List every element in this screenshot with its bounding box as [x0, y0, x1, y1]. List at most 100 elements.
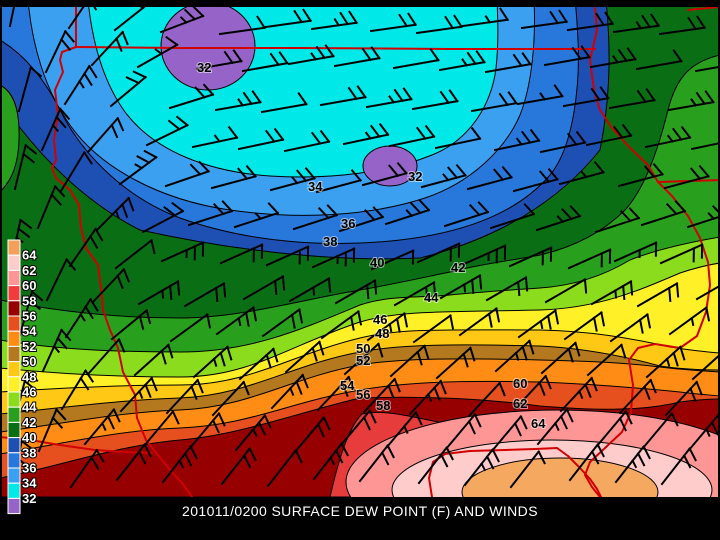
wind-barb-tick: [373, 279, 378, 295]
wind-barb-tick: [590, 376, 598, 392]
wind-barb-tick: [269, 52, 280, 67]
wind-barb-tick: [396, 161, 408, 175]
wind-barb-shaft: [536, 408, 569, 446]
wind-barb-shaft: [494, 339, 531, 373]
wind-barb-tick: [538, 381, 546, 397]
wind-barb-tick: [110, 123, 119, 139]
contour-label-38: 38: [323, 234, 337, 249]
wind-barb-tick: [310, 131, 322, 145]
wind-barb-tick: [679, 345, 686, 361]
wind-barb-shaft: [415, 25, 463, 35]
wind-barb-tick: [499, 7, 509, 22]
contour-label-52: 52: [356, 353, 370, 368]
wind-barb-tick: [644, 165, 656, 179]
wind-barb-tick: [290, 313, 296, 329]
wind-barb-shaft: [145, 123, 189, 147]
colorbar-swatch: [7, 376, 21, 393]
wind-barb-tick: [237, 316, 242, 327]
wind-barb-tick: [248, 447, 257, 462]
wind-barb-tick: [377, 342, 384, 358]
wind-barb-shaft: [458, 307, 498, 337]
wind-barb-tick: [163, 206, 177, 217]
wind-barb-tick: [378, 122, 390, 137]
wind-barb-tick: [232, 49, 243, 63]
wind-barb-shaft: [343, 342, 380, 376]
wind-barb-shaft: [686, 216, 718, 229]
wind-barb-tick: [215, 286, 219, 303]
wind-barb-tick: [524, 276, 529, 292]
wind-barb-tick: [272, 347, 279, 363]
wind-barb-tick: [56, 336, 68, 350]
wind-barb-tick: [521, 52, 532, 66]
wind-barb-tick: [696, 15, 706, 30]
wind-barb-tick: [294, 449, 303, 464]
contour-label-54: 54: [340, 378, 355, 393]
colorbar-label-40: 40: [22, 430, 36, 445]
contour-label-60: 60: [513, 376, 527, 391]
wind-barb-tick: [590, 87, 601, 102]
wind-barb-shaft: [484, 63, 532, 74]
contour-label-32: 32: [408, 169, 422, 184]
wind-barb-shaft: [462, 244, 507, 266]
wind-barb-shaft: [334, 279, 377, 305]
wind-barb-tick: [136, 155, 151, 164]
wind-barb-shaft: [461, 18, 509, 28]
wind-barb-tick: [449, 314, 455, 330]
wind-barb-tick: [52, 344, 61, 354]
wind-barb-tick: [167, 343, 174, 359]
wind-barb-shaft: [59, 151, 86, 193]
wind-barb-shaft: [664, 380, 699, 417]
wind-barb-shaft: [114, 238, 153, 270]
wind-barb-tick: [55, 115, 67, 129]
wind-barb-tick: [403, 424, 409, 434]
wind-barb-shaft: [40, 107, 62, 152]
wind-barb-tick: [357, 310, 363, 326]
wind-barb-tick: [444, 15, 455, 30]
wind-barb-tick: [20, 439, 34, 451]
wind-barb-tick: [89, 234, 99, 249]
wind-barb-tick: [593, 160, 605, 174]
wind-barb-tick: [621, 123, 633, 138]
colorbar-swatch: [7, 254, 21, 271]
wind-barb-shaft: [520, 20, 568, 30]
wind-barb-shaft: [95, 196, 131, 232]
wind-barb-shaft: [133, 343, 170, 377]
wind-barb-tick: [17, 227, 31, 239]
wind-barb-tick: [554, 421, 560, 431]
wind-barb-tick: [356, 85, 367, 99]
wind-barb-tick: [665, 357, 671, 367]
wind-barb-tick: [79, 376, 90, 391]
wind-barb-shaft: [168, 93, 215, 110]
wind-barb-tick: [150, 376, 158, 392]
wind-barb-shaft: [141, 209, 185, 234]
wind-barb-tick: [690, 167, 702, 181]
wind-barb-tick: [171, 410, 180, 425]
wind-barb-tick: [416, 350, 423, 366]
wind-barb-shaft: [416, 242, 461, 264]
wind-barb-tick: [477, 201, 490, 214]
wind-barb-tick: [94, 227, 104, 242]
wind-barb-shaft: [45, 258, 68, 302]
wind-barb-shaft: [237, 138, 285, 151]
wind-barb-tick: [622, 284, 626, 301]
wind-barb-tick: [560, 207, 573, 221]
wind-barb-tick: [144, 383, 152, 399]
wind-barb-tick: [25, 370, 39, 382]
wind-barb-tick: [198, 160, 210, 173]
wind-barb-tick: [78, 79, 85, 89]
wind-barb-tick: [424, 124, 436, 139]
wind-barb-tick: [132, 70, 147, 79]
wind-barb-tick: [127, 196, 135, 212]
wind-barb-shaft: [512, 178, 559, 193]
wind-barb-tick: [121, 30, 129, 46]
wind-barb-shaft: [17, 66, 33, 113]
chart-caption: 201011/0200 SURFACE DEW POINT (F) AND WI…: [182, 503, 538, 519]
colorbar-label-36: 36: [22, 461, 36, 476]
wind-barb-tick: [478, 274, 483, 290]
wind-barb-tick: [237, 98, 244, 107]
wind-barb-tick: [448, 89, 459, 103]
wind-barb-shaft: [370, 249, 415, 271]
wind-barb-tick: [333, 17, 341, 27]
wind-barb-tick: [600, 311, 606, 327]
